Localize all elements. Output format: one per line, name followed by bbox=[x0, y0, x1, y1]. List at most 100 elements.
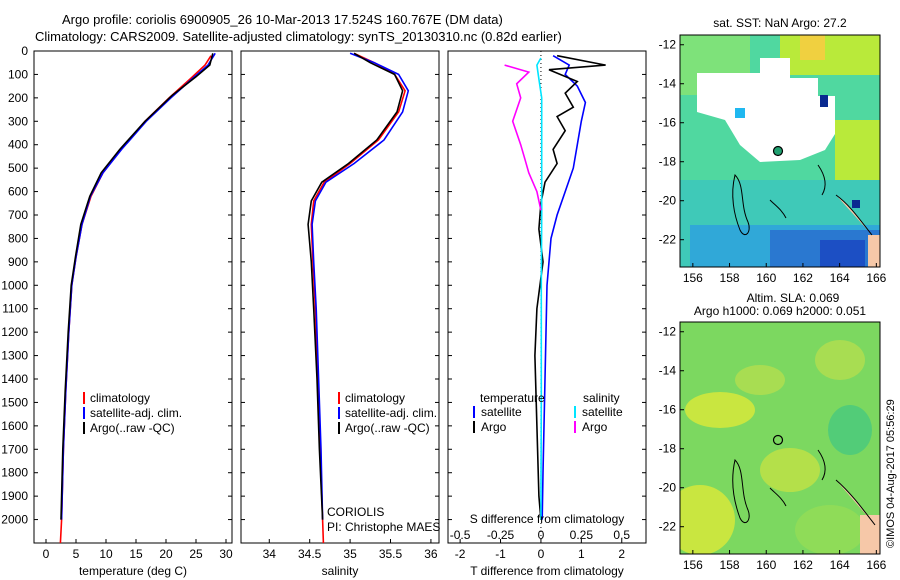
salinity-xlabel: salinity bbox=[322, 564, 359, 578]
depth-tick-label: 1400 bbox=[1, 372, 28, 386]
depth-tick-label: 100 bbox=[8, 67, 28, 81]
x-tick-label: 34 bbox=[263, 547, 277, 561]
t-diff-xlabel: T difference from climatology bbox=[470, 564, 624, 578]
legend-s-argo: Argo bbox=[582, 420, 608, 434]
depth-tick-label: 1800 bbox=[1, 466, 28, 480]
legend-climatology: climatology bbox=[90, 391, 150, 405]
s-tick-label: -0.5 bbox=[450, 528, 471, 542]
depth-tick-label: 2000 bbox=[1, 513, 28, 527]
x-tick-label: -2 bbox=[455, 547, 466, 561]
climatology-line bbox=[59, 55, 212, 544]
lat-tick-label: -22 bbox=[659, 233, 677, 247]
x-tick-label: 1 bbox=[578, 547, 585, 561]
salinity-panel-frame bbox=[240, 50, 440, 544]
lon-tick-label: 156 bbox=[683, 271, 703, 285]
t-diff-argo-line bbox=[534, 54, 606, 520]
difference-panel-frame bbox=[447, 50, 647, 544]
lat-tick-label: -14 bbox=[659, 77, 677, 91]
lon-tick-label: 166 bbox=[866, 558, 886, 572]
x-tick-label: 0 bbox=[538, 547, 545, 561]
x-tick-label: 10 bbox=[99, 547, 113, 561]
sla-map-axes: 156 158 160 162 164 166 -12 -14 -16 -18 -20 -22 bbox=[659, 325, 887, 572]
depth-tick-label: 300 bbox=[8, 114, 28, 128]
argo-float-marker bbox=[772, 434, 784, 446]
depth-tick-label: 1200 bbox=[1, 325, 28, 339]
lat-tick-label: -20 bbox=[659, 194, 677, 208]
legend-s-satellite: satellite bbox=[582, 405, 623, 419]
argo-line bbox=[307, 52, 404, 520]
lon-tick-label: 164 bbox=[830, 558, 850, 572]
x-tick-label: 35 bbox=[343, 547, 357, 561]
lon-tick-label: 158 bbox=[720, 558, 740, 572]
x-tick-label: 36 bbox=[424, 547, 438, 561]
climatology-line bbox=[310, 52, 406, 544]
lon-tick-label: 158 bbox=[720, 271, 740, 285]
depth-tick-label: 500 bbox=[8, 161, 28, 175]
legend-salinity-header: salinity bbox=[583, 391, 620, 405]
depth-tick-label: 0 bbox=[21, 44, 28, 58]
institution-label: CORIOLIS bbox=[327, 505, 384, 519]
x-tick-label: 34.5 bbox=[298, 547, 322, 561]
argo-float-marker bbox=[772, 145, 784, 157]
title-line-1: Argo profile: coriolis 6900905_26 10-Mar… bbox=[62, 12, 503, 27]
temperature-panel-frame bbox=[33, 50, 233, 544]
satellite-line bbox=[311, 52, 410, 520]
x-tick-label: -1 bbox=[495, 547, 506, 561]
x-tick-label: 15 bbox=[129, 547, 143, 561]
lat-tick-label: -20 bbox=[659, 481, 677, 495]
legend-satellite: satellite-adj. clim. bbox=[345, 406, 437, 420]
sst-map-title: sat. SST: NaN Argo: 27.2 bbox=[713, 16, 847, 30]
depth-tick-label: 200 bbox=[8, 91, 28, 105]
lat-tick-label: -22 bbox=[659, 520, 677, 534]
x-tick-label: 0 bbox=[43, 547, 50, 561]
lon-tick-label: 162 bbox=[793, 271, 813, 285]
sla-map bbox=[680, 322, 880, 554]
t-diff-satellite-line bbox=[541, 55, 587, 520]
x-tick-label: 20 bbox=[159, 547, 173, 561]
satellite-line bbox=[60, 52, 216, 520]
depth-tick-label: 1100 bbox=[2, 302, 28, 316]
depth-tick-label: 1600 bbox=[1, 419, 28, 433]
s-diff-xlabel: S difference from climatology bbox=[470, 512, 625, 526]
legend-t-satellite: satellite bbox=[481, 405, 522, 419]
legend-satellite: satellite-adj. clim. bbox=[90, 406, 182, 420]
s-diff-satellite-line bbox=[536, 57, 543, 520]
sst-map-frame bbox=[679, 34, 881, 268]
depth-tick-label: 700 bbox=[8, 208, 28, 222]
s-tick-label: -0.25 bbox=[487, 528, 515, 542]
sst-map bbox=[680, 35, 880, 267]
sst-map-axes: 156 158 160 162 164 166 -12 -14 -16 -18 -20 -22 bbox=[659, 38, 887, 285]
lon-tick-label: 156 bbox=[683, 558, 703, 572]
lon-tick-label: 162 bbox=[793, 558, 813, 572]
x-tick-label: 30 bbox=[219, 547, 233, 561]
temperature-legend: climatology satellite-adj. clim. Argo(..… bbox=[83, 391, 182, 435]
depth-tick-label: 1900 bbox=[1, 489, 28, 503]
lon-tick-label: 164 bbox=[830, 271, 850, 285]
depth-tick-label: 800 bbox=[8, 231, 28, 245]
depth-tick-label: 600 bbox=[8, 185, 28, 199]
lat-tick-label: -12 bbox=[659, 38, 677, 52]
depth-tick-label: 1500 bbox=[1, 395, 28, 409]
salinity-profile-plot: 34 34.5 35 35.5 36 bbox=[241, 50, 439, 561]
argo-line bbox=[60, 53, 214, 520]
sla-map-title-1: Altim. SLA: 0.069 bbox=[747, 291, 840, 305]
title-line-2: Climatology: CARS2009. Satellite-adjuste… bbox=[35, 29, 562, 44]
legend-argo: Argo(..raw -QC) bbox=[90, 421, 175, 435]
depth-tick-label: 1700 bbox=[1, 442, 28, 456]
imos-credit: ©IMOS 04-Aug-2017 05:56:29 bbox=[885, 399, 897, 548]
lat-tick-label: -14 bbox=[659, 364, 677, 378]
legend-temperature-header: temperature bbox=[480, 391, 545, 405]
lon-tick-label: 160 bbox=[756, 271, 776, 285]
sla-map-title-2: Argo h1000: 0.069 h2000: 0.051 bbox=[694, 304, 866, 318]
legend-climatology: climatology bbox=[345, 391, 405, 405]
lat-tick-label: -18 bbox=[659, 155, 677, 169]
pi-label: PI: Christophe MAES bbox=[327, 520, 440, 534]
depth-tick-label: 1000 bbox=[1, 278, 28, 292]
lon-tick-label: 166 bbox=[866, 271, 886, 285]
legend-argo: Argo(..raw -QC) bbox=[345, 421, 430, 435]
depth-tick-label: 900 bbox=[8, 255, 28, 269]
s-diff-argo-line bbox=[504, 64, 542, 211]
sla-map-frame bbox=[679, 321, 881, 555]
temperature-xlabel: temperature (deg C) bbox=[79, 564, 187, 578]
